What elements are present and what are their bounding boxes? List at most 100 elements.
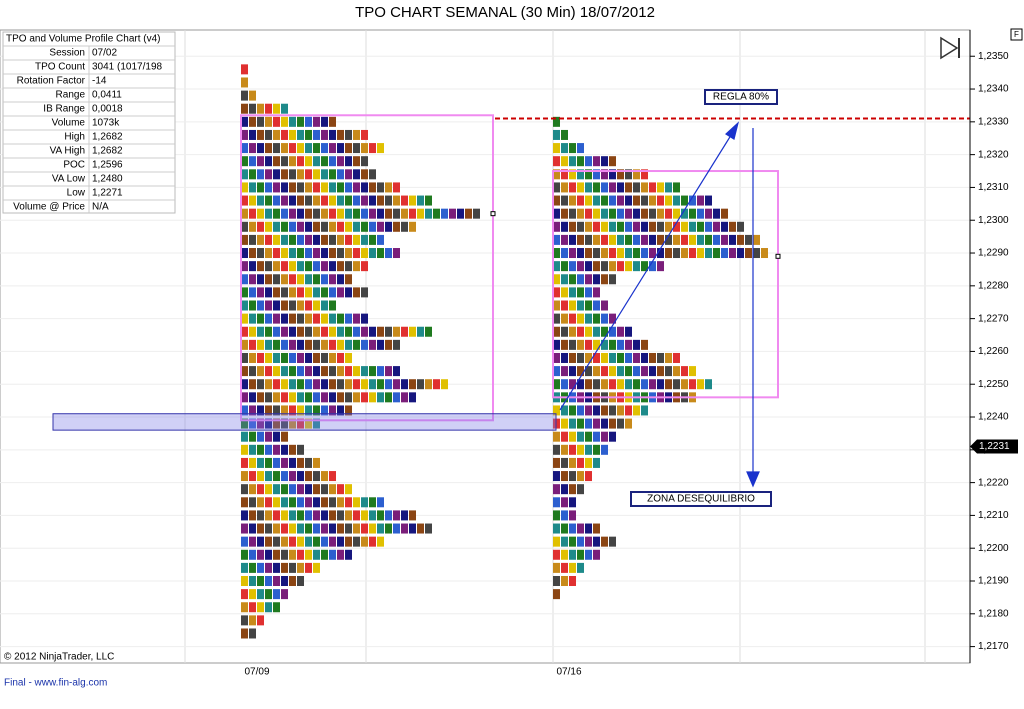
tpo-block [577, 444, 584, 455]
tpo-row [553, 339, 648, 350]
tpo-block [265, 234, 272, 245]
tpo-block [657, 182, 664, 193]
tpo-block [265, 418, 272, 429]
tpo-block [705, 195, 712, 206]
tpo-block [305, 234, 312, 245]
tpo-block [297, 274, 304, 285]
last-price-tag [970, 439, 1018, 454]
credit[interactable]: Final - www.fin-alg.com [4, 678, 107, 689]
tpo-block [257, 169, 264, 180]
tpo-block [641, 169, 648, 180]
tpo-block [361, 221, 368, 232]
f-button[interactable] [1010, 28, 1023, 41]
last-price-label: 1,2231 [979, 441, 1010, 452]
tpo-block [681, 248, 688, 259]
tpo-block [337, 523, 344, 534]
tpo-block [249, 510, 256, 521]
tpo-block [265, 326, 272, 337]
tpo-block [337, 182, 344, 193]
tpo-block [281, 116, 288, 127]
tpo-block [241, 90, 248, 101]
tpo-block [697, 248, 704, 259]
tpo-row [553, 352, 680, 363]
tpo-block [577, 221, 584, 232]
tpo-block [297, 129, 304, 140]
tpo-block [305, 182, 312, 193]
tpo-block [553, 536, 560, 547]
f-button-label[interactable]: F [1014, 30, 1019, 39]
tpo-block [305, 484, 312, 495]
tpo-block [265, 405, 272, 416]
tpo-block [265, 510, 272, 521]
tpo-block [473, 208, 480, 219]
tpo-block [241, 510, 248, 521]
tpo-block [305, 405, 312, 416]
tpo-block [361, 392, 368, 403]
tpo-block [713, 248, 720, 259]
tpo-block [609, 379, 616, 390]
tpo-block [305, 195, 312, 206]
tpo-block [297, 195, 304, 206]
tpo-block [585, 156, 592, 167]
tpo-block [289, 418, 296, 429]
tpo-block [313, 549, 320, 560]
tpo-block [241, 77, 248, 88]
tpo-row [553, 195, 712, 206]
tpo-block [681, 195, 688, 206]
tpo-block [249, 628, 256, 639]
tpo-block [569, 339, 576, 350]
tpo-block [249, 261, 256, 272]
tpo-row [241, 64, 248, 75]
tpo-block [561, 156, 568, 167]
tpo-block [361, 182, 368, 193]
tpo-block [633, 248, 640, 259]
tpo-row [241, 129, 368, 140]
tpo-block [281, 497, 288, 508]
tpo-block [305, 339, 312, 350]
tpo-row [241, 221, 416, 232]
tpo-block [377, 221, 384, 232]
tpo-block [561, 182, 568, 193]
tpo-block [289, 248, 296, 259]
tpo-block [601, 234, 608, 245]
tpo-block [321, 497, 328, 508]
tpo-block [617, 221, 624, 232]
tpo-block [265, 536, 272, 547]
tpo-block [257, 392, 264, 403]
tpo-block [297, 510, 304, 521]
tpo-block [713, 208, 720, 219]
tpo-block [425, 326, 432, 337]
tpo-block [641, 182, 648, 193]
tpo-block [569, 510, 576, 521]
tpo-block [305, 169, 312, 180]
tpo-block [601, 208, 608, 219]
tpo-block [273, 379, 280, 390]
tpo-block [625, 339, 632, 350]
tpo-block [617, 169, 624, 180]
tpo-row [553, 562, 584, 573]
tpo-block [289, 195, 296, 206]
tpo-block [241, 300, 248, 311]
tpo-block [585, 444, 592, 455]
tpo-block [553, 339, 560, 350]
tpo-block [553, 352, 560, 363]
tpo-block [657, 366, 664, 377]
tpo-block [289, 549, 296, 560]
play-icon[interactable] [940, 36, 960, 60]
tpo-block [265, 103, 272, 114]
tpo-block [297, 326, 304, 337]
tpo-block [321, 339, 328, 350]
tpo-block [585, 313, 592, 324]
tpo-block [585, 182, 592, 193]
tpo-block [249, 497, 256, 508]
tpo-block [577, 313, 584, 324]
tpo-block [273, 510, 280, 521]
tpo-block [673, 352, 680, 363]
tpo-block [265, 562, 272, 573]
tpo-row [241, 405, 352, 416]
tpo-block [385, 392, 392, 403]
tpo-block [297, 444, 304, 455]
tpo-block [553, 589, 560, 600]
tpo-block [633, 261, 640, 272]
tpo-block [313, 143, 320, 154]
